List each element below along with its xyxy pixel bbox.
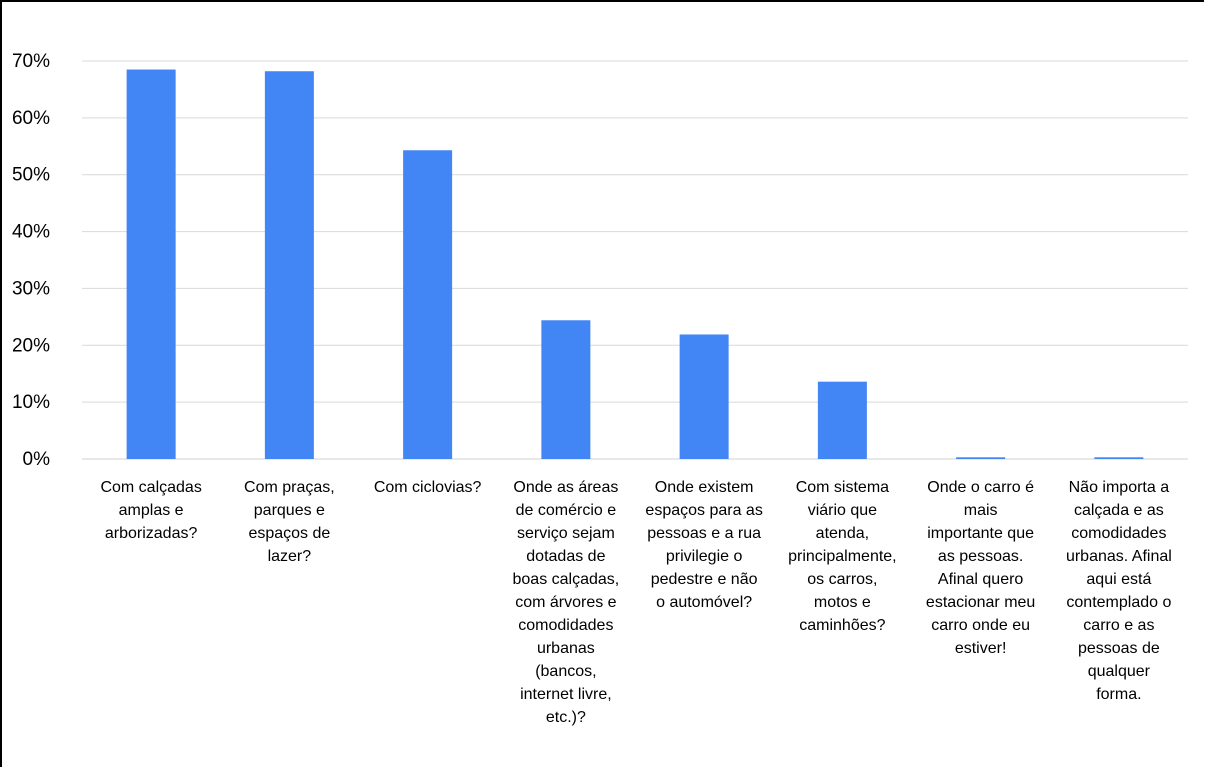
x-category-label: os carros, bbox=[807, 571, 877, 588]
x-category-label: Afinal quero bbox=[938, 571, 1023, 588]
x-category-label: Onde existem bbox=[655, 479, 754, 496]
x-category-label: Com praças, bbox=[244, 479, 335, 496]
x-category-label: dotadas de bbox=[526, 548, 605, 565]
bar bbox=[956, 457, 1006, 459]
x-category-label: estacionar meu bbox=[926, 594, 1035, 611]
y-tick-label: 60% bbox=[12, 108, 50, 129]
bar bbox=[679, 334, 729, 459]
y-tick-label: 0% bbox=[23, 449, 51, 470]
x-category-label: Onde o carro é bbox=[927, 479, 1034, 496]
x-category-label: forma. bbox=[1096, 686, 1141, 703]
x-category-label: amplas e bbox=[119, 502, 184, 519]
x-category-label: Onde as áreas bbox=[513, 479, 618, 496]
y-tick-label: 30% bbox=[12, 278, 50, 299]
x-category-label: Não importa a bbox=[1069, 479, 1170, 496]
x-category-label: urbanas bbox=[537, 640, 595, 657]
x-category-label: pessoas e a rua bbox=[647, 525, 761, 542]
x-category-label: aqui está bbox=[1086, 571, 1151, 588]
x-category-label: importante que bbox=[927, 525, 1034, 542]
x-category-label: privilegie o bbox=[666, 548, 743, 565]
x-category-label: comodidades bbox=[1071, 525, 1166, 542]
x-category-label: viário que bbox=[808, 502, 877, 519]
x-category-label: arborizadas? bbox=[105, 525, 198, 542]
x-category-label: motos e bbox=[814, 594, 871, 611]
x-category-label: boas calçadas, bbox=[513, 571, 620, 588]
x-category-label: espaços de bbox=[248, 525, 330, 542]
x-category-label: urbanas. Afinal bbox=[1066, 548, 1172, 565]
x-category-label: (bancos, bbox=[535, 663, 596, 680]
x-category-label: qualquer bbox=[1088, 663, 1151, 680]
x-category-label: carro onde eu bbox=[931, 617, 1030, 634]
x-category-label: com árvores e bbox=[515, 594, 616, 611]
x-category-label: carro e as bbox=[1083, 617, 1154, 634]
y-tick-label: 20% bbox=[12, 335, 50, 356]
bar bbox=[817, 381, 867, 459]
bar bbox=[126, 69, 176, 460]
y-tick-label: 70% bbox=[12, 51, 50, 72]
x-category-label: contemplado o bbox=[1066, 594, 1171, 611]
x-category-label: comodidades bbox=[518, 617, 613, 634]
bar bbox=[264, 71, 314, 459]
x-category-label: pedestre e não bbox=[651, 571, 758, 588]
x-category-label: espaços para as bbox=[645, 502, 762, 519]
x-category-label: serviço sejam bbox=[517, 525, 615, 542]
x-category-label: atenda, bbox=[816, 525, 869, 542]
x-category-label: estiver! bbox=[955, 640, 1007, 657]
y-tick-label: 50% bbox=[12, 165, 50, 186]
x-category-label: lazer? bbox=[268, 548, 312, 565]
x-category-label: Com ciclovias? bbox=[374, 479, 482, 496]
x-category-label: internet livre, bbox=[520, 686, 612, 703]
x-category-label: o automóvel? bbox=[656, 594, 752, 611]
x-category-label: mais bbox=[964, 502, 998, 519]
x-category-label: etc.)? bbox=[546, 709, 586, 726]
x-category-label: parques e bbox=[254, 502, 325, 519]
bar bbox=[1094, 457, 1144, 459]
x-category-label: caminhões? bbox=[799, 617, 885, 634]
bar bbox=[541, 320, 591, 459]
x-category-label: de comércio e bbox=[516, 502, 617, 519]
x-category-label: as pessoas. bbox=[938, 548, 1023, 565]
x-category-label: Com sistema bbox=[796, 479, 889, 496]
y-tick-label: 10% bbox=[12, 392, 50, 413]
y-tick-label: 40% bbox=[12, 222, 50, 243]
x-category-label: calçada e as bbox=[1074, 502, 1164, 519]
x-category-label: pessoas de bbox=[1078, 640, 1160, 657]
bar bbox=[403, 150, 453, 459]
x-category-label: principalmente, bbox=[788, 548, 897, 565]
x-category-label: Com calçadas bbox=[100, 479, 201, 496]
